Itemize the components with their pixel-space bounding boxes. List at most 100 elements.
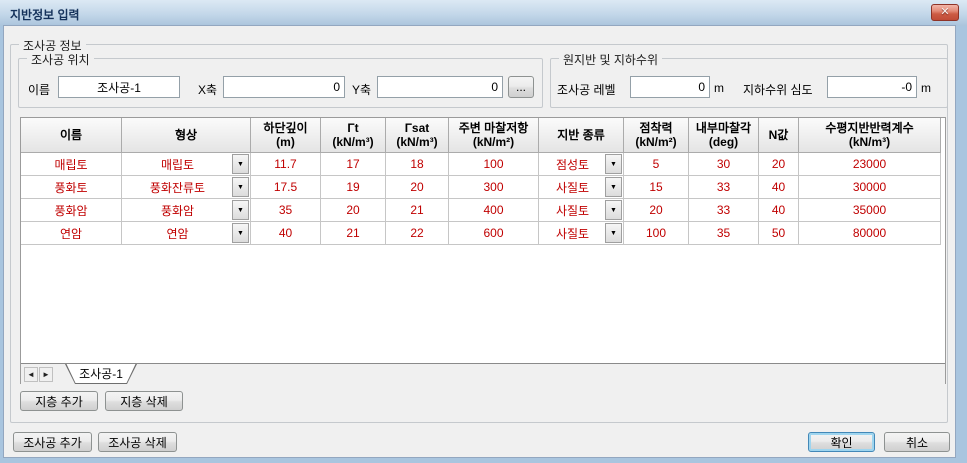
cell-friction-angle[interactable]: 33 bbox=[689, 199, 759, 222]
close-icon[interactable]: ✕ bbox=[931, 4, 959, 21]
name-label: 이름 bbox=[28, 83, 51, 97]
cell-cohesion[interactable]: 20 bbox=[624, 199, 689, 222]
cell-bottom-depth[interactable]: 17.5 bbox=[251, 176, 321, 199]
cell-soil-type[interactable]: 사질토 ▼ bbox=[539, 222, 624, 245]
cell-n-value[interactable]: 40 bbox=[759, 199, 799, 222]
dropdown-arrow-icon[interactable]: ▼ bbox=[232, 154, 249, 174]
tab-scroll-left-icon[interactable]: ◄ bbox=[24, 367, 38, 382]
cell-shape[interactable]: 연암 ▼ bbox=[122, 222, 251, 245]
cell-value: 사질토 bbox=[555, 226, 590, 241]
dropdown-arrow-icon[interactable]: ▼ bbox=[605, 177, 622, 197]
dropdown-arrow-icon[interactable]: ▼ bbox=[232, 177, 249, 197]
cell-friction-angle[interactable]: 35 bbox=[689, 222, 759, 245]
cell-n-value[interactable]: 50 bbox=[759, 222, 799, 245]
table-row: 연암 연암 ▼ 40 21 22 600 사질토 ▼ 100 35 50 80000 bbox=[21, 222, 941, 245]
cell-value: 풍화암 bbox=[160, 203, 195, 218]
cell-bottom-depth[interactable]: 35 bbox=[251, 199, 321, 222]
sheet-tab-label: 조사공-1 bbox=[66, 364, 136, 383]
add-borehole-button[interactable]: 조사공 추가 bbox=[13, 432, 92, 452]
cell-value: 600 bbox=[483, 226, 504, 240]
ok-button[interactable]: 확인 bbox=[808, 432, 875, 452]
cell-gamma-t[interactable]: 20 bbox=[321, 199, 386, 222]
cell-value: 40 bbox=[771, 203, 786, 217]
cell-shape[interactable]: 매립토 ▼ bbox=[122, 153, 251, 176]
cell-bottom-depth[interactable]: 40 bbox=[251, 222, 321, 245]
cell-n-value[interactable]: 40 bbox=[759, 176, 799, 199]
cell-skin-friction[interactable]: 400 bbox=[449, 199, 539, 222]
cell-cohesion[interactable]: 5 bbox=[624, 153, 689, 176]
cell-name[interactable]: 매립토 bbox=[21, 153, 122, 176]
cell-subgrade-modulus[interactable]: 23000 bbox=[799, 153, 941, 176]
x-axis-field[interactable] bbox=[223, 76, 345, 98]
delete-borehole-button[interactable]: 조사공 삭제 bbox=[98, 432, 177, 452]
tab-scroll-right-icon[interactable]: ► bbox=[39, 367, 53, 382]
cell-value: 40 bbox=[771, 180, 786, 194]
cell-value: 30000 bbox=[852, 180, 887, 194]
cell-value: 20 bbox=[410, 180, 424, 194]
cell-soil-type[interactable]: 사질토 ▼ bbox=[539, 199, 624, 222]
cell-friction-angle[interactable]: 30 bbox=[689, 153, 759, 176]
cell-value: 연암 bbox=[59, 226, 83, 241]
cell-shape[interactable]: 풍화암 ▼ bbox=[122, 199, 251, 222]
column-header-gamma-sat: Γsat (kN/m³) bbox=[386, 118, 449, 153]
cell-gamma-t[interactable]: 19 bbox=[321, 176, 386, 199]
cell-value: 30 bbox=[716, 157, 731, 171]
cell-value: 40 bbox=[278, 226, 293, 240]
cell-value: 사질토 bbox=[555, 203, 590, 218]
cell-friction-angle[interactable]: 33 bbox=[689, 176, 759, 199]
groundwater-depth-field[interactable] bbox=[827, 76, 917, 98]
cell-soil-type[interactable]: 점성토 ▼ bbox=[539, 153, 624, 176]
cell-name[interactable]: 연암 bbox=[21, 222, 122, 245]
sheet-tab-borehole-1[interactable]: 조사공-1 bbox=[65, 364, 137, 384]
cell-gamma-sat[interactable]: 20 bbox=[386, 176, 449, 199]
add-layer-button[interactable]: 지층 추가 bbox=[20, 391, 98, 411]
table-row: 풍화토 풍화잔류토 ▼ 17.5 19 20 300 사질토 ▼ 15 33 40 30000 bbox=[21, 176, 941, 199]
browse-button[interactable]: ... bbox=[508, 76, 534, 98]
cell-skin-friction[interactable]: 300 bbox=[449, 176, 539, 199]
cell-skin-friction[interactable]: 100 bbox=[449, 153, 539, 176]
groundwater-depth-unit: m bbox=[921, 81, 931, 95]
dropdown-arrow-icon[interactable]: ▼ bbox=[232, 223, 249, 243]
cell-shape[interactable]: 풍화잔류토 ▼ bbox=[122, 176, 251, 199]
cell-gamma-t[interactable]: 21 bbox=[321, 222, 386, 245]
groundwater-depth-label: 지하수위 심도 bbox=[743, 83, 813, 97]
cell-soil-type[interactable]: 사질토 ▼ bbox=[539, 176, 624, 199]
cell-value: 19 bbox=[346, 180, 360, 194]
cell-name[interactable]: 풍화암 bbox=[21, 199, 122, 222]
sheet-tab-strip: ◄ ► 조사공-1 bbox=[21, 363, 945, 384]
dropdown-arrow-icon[interactable]: ▼ bbox=[605, 154, 622, 174]
column-header-bottom-depth: 하단깊이 (m) bbox=[251, 118, 321, 153]
cell-gamma-t[interactable]: 17 bbox=[321, 153, 386, 176]
dropdown-arrow-icon[interactable]: ▼ bbox=[605, 223, 622, 243]
cell-skin-friction[interactable]: 600 bbox=[449, 222, 539, 245]
cell-value: 5 bbox=[652, 157, 660, 171]
y-axis-field[interactable] bbox=[377, 76, 503, 98]
y-axis-label: Y축 bbox=[352, 83, 372, 97]
cell-cohesion[interactable]: 100 bbox=[624, 222, 689, 245]
cell-n-value[interactable]: 20 bbox=[759, 153, 799, 176]
cell-subgrade-modulus[interactable]: 30000 bbox=[799, 176, 941, 199]
column-header-friction-angle: 내부마찰각 (deg) bbox=[689, 118, 759, 153]
cell-gamma-sat[interactable]: 22 bbox=[386, 222, 449, 245]
soil-table: 이름 형상 하단깊이 (m) Γt (kN/m³) Γsat (kN/m³) 주변 마찰저항 (k… bbox=[20, 117, 946, 384]
cell-subgrade-modulus[interactable]: 35000 bbox=[799, 199, 941, 222]
cell-name[interactable]: 풍화토 bbox=[21, 176, 122, 199]
title-bar: 지반정보 입력 ✕ bbox=[0, 0, 967, 26]
dropdown-arrow-icon[interactable]: ▼ bbox=[232, 200, 249, 220]
borehole-level-field[interactable] bbox=[630, 76, 710, 98]
cell-cohesion[interactable]: 15 bbox=[624, 176, 689, 199]
dropdown-arrow-icon[interactable]: ▼ bbox=[605, 200, 622, 220]
cell-value: 23000 bbox=[852, 157, 887, 171]
name-field[interactable] bbox=[58, 76, 180, 98]
cell-subgrade-modulus[interactable]: 80000 bbox=[799, 222, 941, 245]
cell-gamma-sat[interactable]: 18 bbox=[386, 153, 449, 176]
delete-layer-button[interactable]: 지층 삭제 bbox=[105, 391, 183, 411]
cell-value: 20 bbox=[649, 203, 663, 217]
cell-value: 22 bbox=[410, 226, 424, 240]
cancel-button[interactable]: 취소 bbox=[884, 432, 950, 452]
borehole-location-group-label: 조사공 위치 bbox=[27, 51, 94, 68]
cell-gamma-sat[interactable]: 21 bbox=[386, 199, 449, 222]
borehole-level-label: 조사공 레벨 bbox=[557, 83, 616, 97]
column-header-n-value: N값 bbox=[759, 118, 799, 153]
cell-bottom-depth[interactable]: 11.7 bbox=[251, 153, 321, 176]
